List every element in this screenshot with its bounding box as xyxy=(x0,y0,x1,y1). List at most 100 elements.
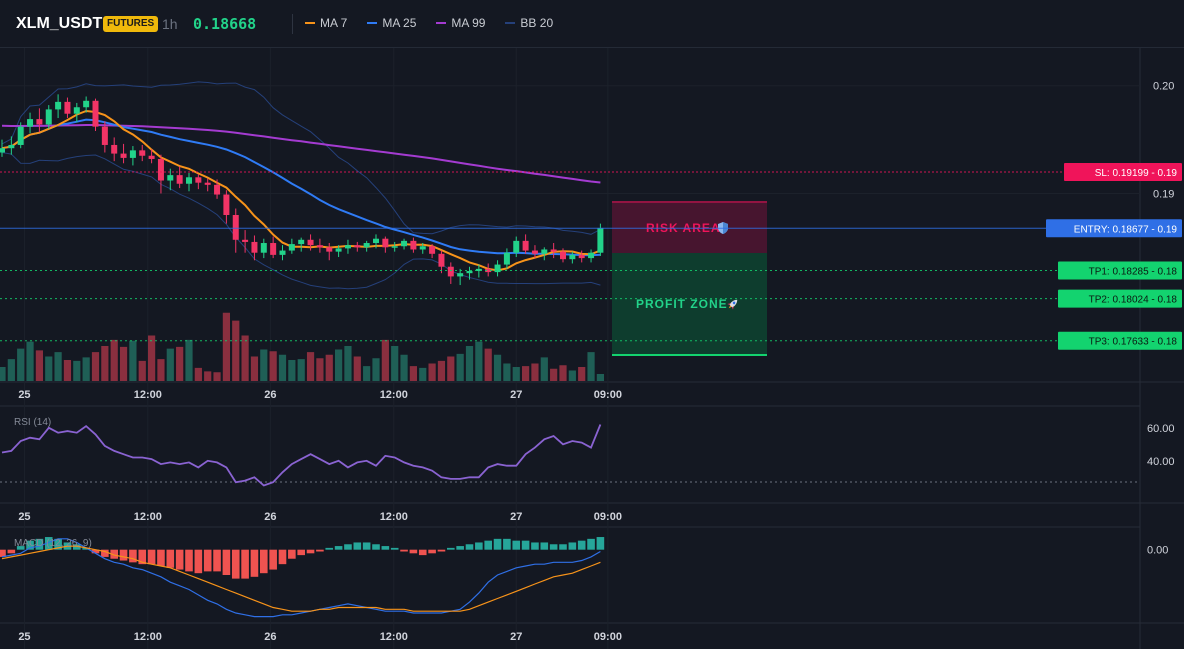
macd-histogram-bar xyxy=(269,549,277,570)
candle-body[interactable] xyxy=(83,100,90,108)
candle-body[interactable] xyxy=(36,119,43,125)
legend-item-bb20[interactable]: BB 20 xyxy=(505,16,553,30)
volume-bar xyxy=(335,349,343,381)
candle-body[interactable] xyxy=(316,245,323,248)
candle-body[interactable] xyxy=(129,150,136,158)
legend-item-ma7[interactable]: MA 7 xyxy=(305,16,347,30)
candle-body[interactable] xyxy=(522,240,529,251)
candle-body[interactable] xyxy=(438,253,445,267)
candle-body[interactable] xyxy=(176,175,183,184)
candle-body[interactable] xyxy=(186,177,192,184)
candle-body[interactable] xyxy=(55,101,62,110)
candle-body[interactable] xyxy=(466,271,473,274)
time-axis-tick: 12:00 xyxy=(380,389,408,401)
macd-histogram-bar xyxy=(250,549,259,577)
candle-body[interactable] xyxy=(401,240,408,247)
candle-body[interactable] xyxy=(373,238,379,244)
candle-body[interactable] xyxy=(326,247,333,252)
candle-body[interactable] xyxy=(391,246,398,248)
macd-histogram-bar xyxy=(138,549,147,565)
macd-histogram-bar xyxy=(119,549,128,561)
candle-body[interactable] xyxy=(447,266,454,277)
legend-item-ma99[interactable]: MA 99 xyxy=(436,16,485,30)
volume-bar xyxy=(568,370,576,381)
candlesticks[interactable] xyxy=(0,94,604,286)
volume-bar xyxy=(157,359,165,381)
candle-body[interactable] xyxy=(157,158,164,181)
candle-body[interactable] xyxy=(260,243,267,253)
candle-body[interactable] xyxy=(64,101,71,114)
candle-body[interactable] xyxy=(513,240,520,253)
candle-body[interactable] xyxy=(111,144,118,154)
candle-body[interactable] xyxy=(73,107,80,114)
candle-body[interactable] xyxy=(251,241,258,253)
candle-body[interactable] xyxy=(597,227,604,253)
candle-body[interactable] xyxy=(223,194,230,215)
interval-label[interactable]: 1h xyxy=(162,16,178,32)
candle-body[interactable] xyxy=(167,175,174,181)
candle-body[interactable] xyxy=(307,239,314,246)
candle-body[interactable] xyxy=(298,239,305,245)
candle-body[interactable] xyxy=(148,155,155,159)
candle-body[interactable] xyxy=(560,251,566,260)
candle-body[interactable] xyxy=(139,150,146,156)
candle-body[interactable] xyxy=(270,243,277,255)
rsi-panel xyxy=(0,424,1140,487)
candle-body[interactable] xyxy=(410,240,417,250)
candle-body[interactable] xyxy=(335,248,342,252)
macd-histogram-bar xyxy=(91,549,100,554)
macd-histogram-bar xyxy=(297,549,305,556)
legend-item-ma25[interactable]: MA 25 xyxy=(367,16,416,30)
candle-body[interactable] xyxy=(204,182,211,185)
candle-body[interactable] xyxy=(232,215,239,240)
candle-body[interactable] xyxy=(45,109,52,125)
candle-body[interactable] xyxy=(214,184,221,195)
candle-body[interactable] xyxy=(120,153,127,158)
candle-body[interactable] xyxy=(382,238,389,248)
candle-body[interactable] xyxy=(195,177,202,183)
futures-badge: FUTURES xyxy=(103,16,159,32)
candle-body[interactable] xyxy=(569,254,576,260)
candle-body[interactable] xyxy=(475,268,482,272)
indicator-legend: MA 7 MA 25 MA 99 BB 20 xyxy=(305,16,553,30)
candle-body[interactable] xyxy=(8,144,15,149)
price-axis-tick: 0.20 xyxy=(1153,81,1174,93)
candle-body[interactable] xyxy=(429,246,436,254)
macd-histogram-bar xyxy=(213,549,221,572)
candle-body[interactable] xyxy=(494,264,501,273)
macd-histogram-bar xyxy=(44,537,53,550)
candle-body[interactable] xyxy=(457,273,464,277)
macd-histogram-bar xyxy=(484,540,492,550)
candle-body[interactable] xyxy=(485,268,492,273)
macd-histogram-bar xyxy=(101,549,109,557)
candle-body[interactable] xyxy=(588,252,595,259)
candle-body[interactable] xyxy=(0,148,5,153)
candle-body[interactable] xyxy=(550,249,557,252)
volume-bar xyxy=(110,339,118,381)
legend-label-ma25: MA 25 xyxy=(382,16,417,30)
candle-body[interactable] xyxy=(363,243,370,248)
candle-body[interactable] xyxy=(578,254,585,259)
candle-body[interactable] xyxy=(92,100,99,127)
candle-body[interactable] xyxy=(101,126,108,145)
candle-body[interactable] xyxy=(242,239,249,242)
candle-body[interactable] xyxy=(531,250,538,254)
macd-histogram-bar xyxy=(503,538,511,550)
ma25-line xyxy=(1,118,601,257)
symbol-name[interactable]: XLM_USDT xyxy=(16,15,103,32)
volume-bar xyxy=(465,346,474,381)
volume-bar xyxy=(166,348,174,381)
volume-bar xyxy=(26,341,34,381)
candle-body[interactable] xyxy=(503,252,510,265)
candle-body[interactable] xyxy=(344,245,351,249)
candle-body[interactable] xyxy=(279,250,286,255)
macd-histogram-bar xyxy=(26,540,34,550)
candle-body[interactable] xyxy=(27,119,34,127)
candle-body[interactable] xyxy=(288,244,295,251)
candle-body[interactable] xyxy=(419,246,426,250)
volume-bar xyxy=(17,348,25,381)
candle-body[interactable] xyxy=(541,249,548,254)
candle-body[interactable] xyxy=(17,126,24,145)
candle-body[interactable] xyxy=(354,245,361,248)
